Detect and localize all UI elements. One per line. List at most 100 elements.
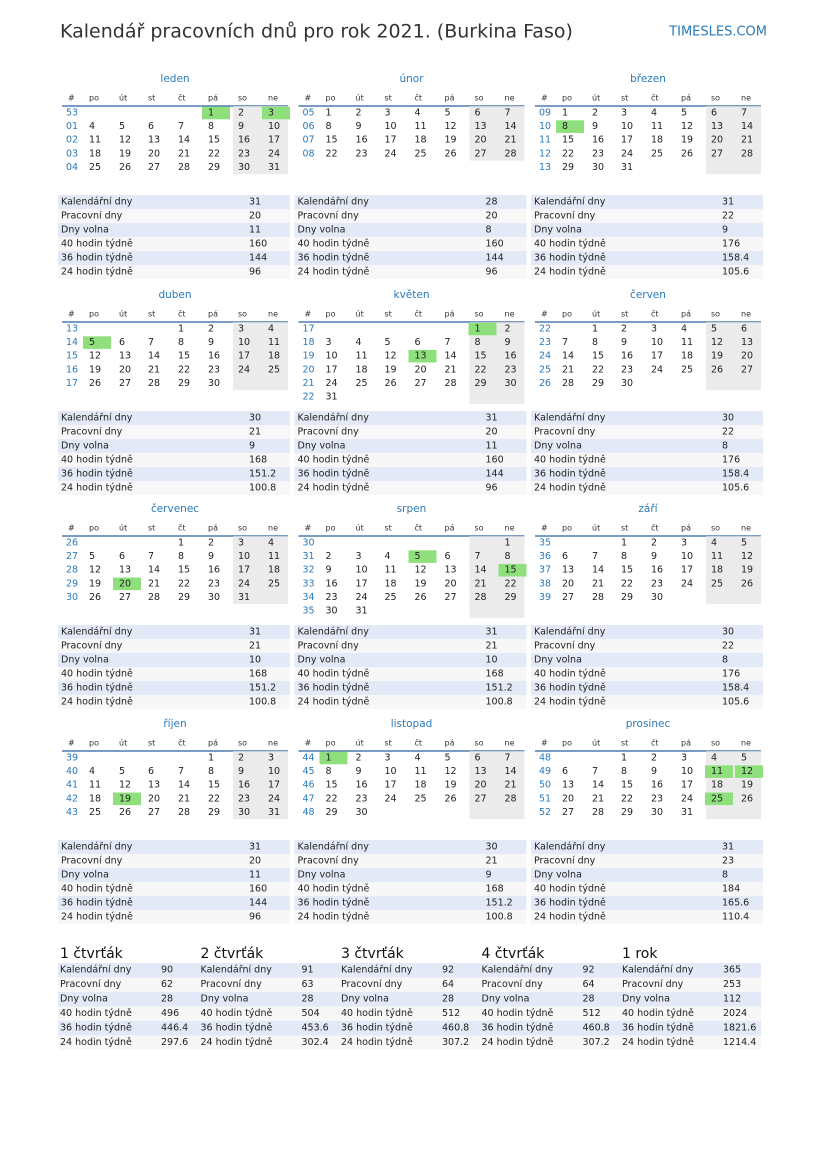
day: 13 bbox=[445, 565, 457, 576]
day: 21 bbox=[505, 135, 517, 146]
day: 9 bbox=[238, 766, 244, 777]
day: 8 bbox=[326, 766, 332, 777]
day: 8 bbox=[208, 121, 214, 132]
stat-value: 105.6 bbox=[722, 483, 749, 494]
stat-label: Kalendářní dny bbox=[534, 842, 606, 853]
weekday-header: st bbox=[385, 739, 392, 748]
stat-value: 63 bbox=[302, 979, 314, 990]
stat-row-bg bbox=[339, 1035, 480, 1050]
day: 24 bbox=[238, 364, 250, 375]
day: 19 bbox=[681, 135, 693, 146]
day: 5 bbox=[415, 551, 421, 562]
week-number: 12 bbox=[539, 148, 551, 159]
stat-value: 31 bbox=[722, 842, 734, 853]
stat-value: 307.2 bbox=[442, 1037, 469, 1048]
stat-label: 24 hodin týdně bbox=[61, 483, 133, 494]
stat-label: 24 hodin týdně bbox=[534, 697, 606, 708]
weekend-bg bbox=[469, 792, 525, 806]
day: 19 bbox=[119, 148, 131, 159]
day: 8 bbox=[562, 121, 568, 132]
stat-row-bg bbox=[58, 840, 290, 854]
day: 25 bbox=[711, 793, 723, 804]
weekend-bg bbox=[706, 805, 761, 820]
stat-value: 144 bbox=[249, 253, 267, 264]
stat-value: 112 bbox=[723, 994, 741, 1005]
day: 11 bbox=[268, 551, 280, 562]
weekday-header: út bbox=[592, 524, 600, 533]
day: 13 bbox=[711, 121, 723, 132]
stat-value: 31 bbox=[486, 413, 498, 424]
stat-value: 21 bbox=[486, 641, 498, 652]
weekend-bg bbox=[706, 376, 761, 391]
holiday-highlight bbox=[83, 336, 111, 349]
day: 8 bbox=[592, 337, 598, 348]
stat-row-bg bbox=[531, 237, 763, 251]
weekday-header: po bbox=[562, 524, 572, 533]
stat-row-bg bbox=[58, 265, 290, 279]
weekend-bg bbox=[469, 147, 525, 161]
day: 30 bbox=[356, 807, 368, 818]
day: 26 bbox=[415, 592, 427, 603]
stat-row-bg bbox=[531, 223, 763, 237]
day: 2 bbox=[208, 324, 214, 335]
weekend-bg bbox=[706, 563, 761, 577]
day: 4 bbox=[385, 551, 391, 562]
stat-label: Dny volna bbox=[298, 655, 346, 666]
week-number: 33 bbox=[303, 578, 315, 589]
week-number: 30 bbox=[303, 538, 315, 549]
day: 28 bbox=[592, 807, 604, 818]
stat-value: 496 bbox=[161, 1008, 179, 1019]
stat-value: 20 bbox=[486, 427, 498, 438]
day: 12 bbox=[681, 121, 693, 132]
day: 23 bbox=[208, 364, 220, 375]
week-number: 26 bbox=[66, 538, 78, 549]
day: 5 bbox=[445, 108, 451, 119]
day: 18 bbox=[268, 351, 280, 362]
stat-label: 36 hodin týdně bbox=[341, 1023, 413, 1034]
stat-label: Pracovní dny bbox=[61, 641, 123, 652]
stat-value: 460.8 bbox=[442, 1023, 469, 1034]
day: 6 bbox=[562, 551, 568, 562]
day: 11 bbox=[356, 351, 368, 362]
day: 29 bbox=[326, 807, 338, 818]
weekday-header: so bbox=[711, 739, 720, 748]
day: 3 bbox=[681, 753, 687, 764]
day: 28 bbox=[445, 378, 457, 389]
day: 21 bbox=[178, 793, 190, 804]
day: 27 bbox=[475, 148, 487, 159]
day: 24 bbox=[268, 148, 280, 159]
weekday-header: # bbox=[305, 94, 312, 103]
stat-value: 168 bbox=[486, 669, 504, 680]
day: 3 bbox=[651, 324, 657, 335]
stat-value: 28 bbox=[486, 197, 498, 208]
weekend-bg bbox=[233, 376, 288, 391]
day: 15 bbox=[621, 780, 633, 791]
stat-label: 36 hodin týdně bbox=[298, 898, 370, 909]
stat-row-bg bbox=[198, 1021, 340, 1036]
stat-value: 30 bbox=[722, 627, 734, 638]
day: 15 bbox=[562, 135, 574, 146]
day: 31 bbox=[268, 162, 280, 173]
weekday-header: ne bbox=[268, 310, 278, 319]
stat-label: Dny volna bbox=[534, 870, 582, 881]
day: 1 bbox=[178, 538, 184, 549]
stat-label: 40 hodin týdně bbox=[60, 1008, 132, 1019]
day: 29 bbox=[178, 378, 190, 389]
stat-label: 36 hodin týdně bbox=[534, 683, 606, 694]
stat-row-bg bbox=[294, 840, 527, 854]
day: 28 bbox=[148, 378, 160, 389]
stat-value: 22 bbox=[722, 641, 734, 652]
weekend-bg bbox=[469, 590, 525, 605]
stat-value: 160 bbox=[249, 884, 267, 895]
day: 18 bbox=[651, 135, 663, 146]
weekday-header: pá bbox=[208, 94, 218, 103]
week-number: 18 bbox=[303, 337, 315, 348]
day: 3 bbox=[268, 108, 274, 119]
day: 18 bbox=[711, 565, 723, 576]
brand[interactable]: TIMESLES.COM bbox=[668, 25, 767, 40]
day: 11 bbox=[681, 337, 693, 348]
day: 23 bbox=[208, 578, 220, 589]
stat-row-bg bbox=[58, 1035, 199, 1050]
stat-row-bg bbox=[531, 840, 763, 854]
